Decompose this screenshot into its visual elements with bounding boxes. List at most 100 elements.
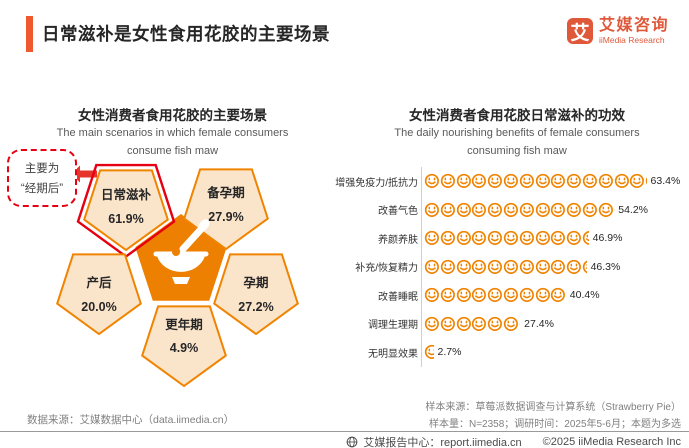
smiley-icon — [488, 259, 503, 274]
smiley-icon — [472, 202, 487, 217]
logo-icon: 艾 — [566, 18, 593, 45]
smiley-icon — [551, 174, 566, 189]
benefit-row: 无明显效果 2.7% — [345, 338, 689, 367]
right-chart-subtitle-1: The daily nourishing benefits of female … — [394, 127, 640, 139]
logo-brand-cn: 艾媒咨询 — [598, 17, 669, 34]
pentagon-value: 61.9% — [108, 212, 143, 226]
smiley-icon — [582, 202, 597, 217]
partial-smiley — [614, 202, 615, 218]
left-chart-title: 女性消费者食用花胶的主要场景 — [78, 108, 267, 123]
smiley-icon — [488, 231, 503, 246]
scenarios-chart-panel: 女性消费者食用花胶的主要场景 The main scenarios in whi… — [0, 0, 345, 400]
report-center-link: 艾媒报告中心：report.iimedia.cn — [363, 437, 522, 448]
smiley-icon — [519, 202, 534, 217]
title-accent-bar — [26, 16, 33, 52]
partial-smiley — [582, 259, 587, 275]
scenario-pentagon — [83, 169, 169, 252]
callout-line-2: “经期后” — [20, 183, 64, 195]
smiley-icon — [440, 202, 455, 217]
smiley-icon — [551, 259, 566, 274]
period-callout-box: 主要为 “经期后” — [7, 149, 77, 207]
benefit-label: 养颜养肤 — [378, 234, 418, 246]
scenario-pentagon — [213, 253, 299, 336]
pentagon-label: 更年期 — [165, 317, 203, 332]
smiley-icon — [519, 288, 534, 303]
pentagon-label: 日常滋补 — [101, 187, 152, 202]
smiley-icons — [421, 281, 566, 310]
smiley-icon — [567, 174, 582, 189]
smiley-icon — [503, 288, 518, 303]
benefit-row: 改善睡眠 40.4% — [345, 281, 689, 310]
smiley-icon — [456, 202, 471, 217]
smiley-icon — [567, 231, 582, 246]
smiley-icon — [614, 202, 615, 218]
smiley-icon — [440, 174, 455, 189]
smiley-icon — [519, 231, 534, 246]
smiley-icon — [440, 259, 455, 274]
bowl-spoon-icon — [153, 219, 210, 284]
smiley-icon — [582, 174, 597, 189]
benefit-label: 调理生理期 — [368, 320, 418, 332]
copyright-text: ©2025 iiMedia Research Inc — [542, 436, 681, 448]
smiley-icons — [421, 309, 521, 338]
smiley-icon — [503, 202, 518, 217]
benefit-row: 调理生理期 27.4% — [345, 309, 689, 338]
benefit-value: 46.9% — [592, 232, 623, 245]
page-title: 日常滋补是女性食用花胶的主要场景 — [42, 24, 330, 44]
partial-smiley — [519, 316, 521, 332]
smiley-icons — [421, 224, 589, 253]
smiley-icon — [567, 259, 582, 274]
iimedia-logo: 艾 艾媒咨询 iiMedia Research — [566, 17, 669, 45]
smiley-icon — [456, 174, 471, 189]
benefit-row: 改善气色 54.2% — [345, 195, 689, 224]
partial-smiley — [424, 344, 434, 360]
smiley-icon — [582, 231, 589, 246]
benefit-row: 养颜养肤 46.9% — [345, 224, 689, 253]
smiley-icon — [519, 321, 521, 327]
smiley-icon — [472, 316, 487, 331]
smiley-icon — [424, 316, 439, 331]
smiley-icon — [472, 174, 487, 189]
smiley-icon — [598, 202, 613, 217]
smiley-icon — [535, 231, 550, 246]
scenario-pentagon — [56, 253, 142, 336]
benefit-value: 27.4% — [524, 317, 554, 330]
right-chart-title: 女性消费者食用花胶日常滋补的功效 — [409, 108, 625, 123]
smiley-icon — [535, 288, 550, 303]
smiley-icon — [488, 288, 503, 303]
smiley-icon — [582, 260, 587, 273]
pentagon-label: 产后 — [86, 275, 112, 290]
data-source-note: 数据来源：艾媒数据中心（data.iimedia.cn） — [27, 414, 235, 426]
smiley-icon — [614, 174, 629, 189]
smiley-icon — [488, 202, 503, 217]
partial-smiley — [582, 230, 589, 246]
callout-arrow — [71, 165, 97, 183]
pentagon-label: 孕期 — [243, 275, 268, 290]
pentagon-label: 备孕期 — [206, 185, 245, 200]
logo-brand-en: iiMedia Research — [598, 35, 665, 45]
smiley-icon — [519, 174, 534, 189]
benefit-label: 补充/恢复精力 — [355, 263, 418, 275]
smiley-icon — [456, 259, 471, 274]
smiley-icon — [551, 288, 566, 303]
left-chart-subtitle-2: consume fish maw — [126, 145, 219, 157]
benefit-row: 补充/恢复精力 46.3% — [345, 252, 689, 281]
partial-smiley — [645, 173, 647, 189]
pentagon-value: 4.9% — [170, 341, 199, 355]
smiley-icon — [535, 174, 550, 189]
smiley-icon — [424, 174, 439, 189]
right-chart-subtitle-2: consuming fish maw — [467, 145, 567, 157]
callout-line-1: 主要为 — [24, 163, 60, 175]
smiley-icon — [472, 231, 487, 246]
smiley-icon — [440, 316, 455, 331]
smiley-icons — [421, 195, 615, 224]
smiley-icon — [535, 202, 550, 217]
smiley-icon — [424, 231, 439, 246]
footer-divider — [0, 431, 689, 432]
smiley-icon — [503, 259, 518, 274]
highlight-pentagon-outline — [76, 163, 176, 258]
pentagon-value: 20.0% — [81, 300, 116, 314]
benefit-rows: 增强免疫力/抵抗力 63.4% 改善气色 54.2% 养颜养肤 46.9% 补充/恢复精力 4… — [335, 167, 689, 367]
smiley-icon — [598, 174, 613, 189]
smiley-icon — [424, 288, 439, 303]
